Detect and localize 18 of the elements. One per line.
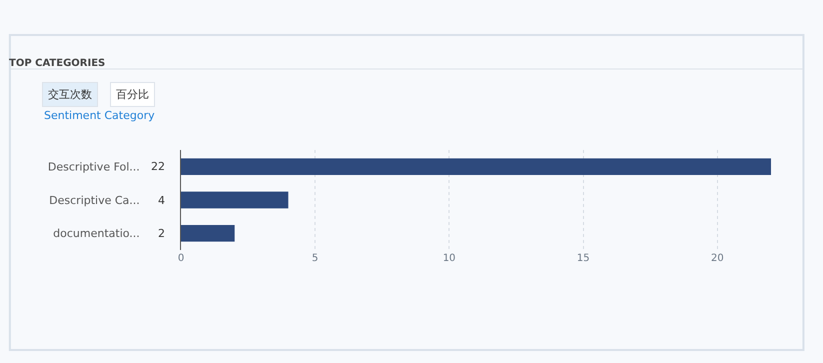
text: TOP CATEGORIES — [9, 58, 106, 69]
data-label: 2 — [158, 227, 165, 240]
x-tick-label: 20 — [710, 253, 724, 264]
x-tick-label: 15 — [576, 253, 590, 264]
text: 百分比 — [116, 88, 149, 101]
chart-subtitle: Sentiment Category — [44, 109, 156, 122]
bar — [181, 158, 771, 175]
y-tick-label: Descriptive Fol... — [48, 160, 140, 174]
y-tick-label: Descriptive Ca... — [49, 194, 140, 207]
x-tick-label: 10 — [442, 253, 456, 264]
x-tick-label: 0 — [178, 253, 184, 264]
bar — [181, 225, 235, 242]
data-label: 22 — [151, 160, 165, 173]
bar — [181, 192, 288, 208]
data-label: 4 — [158, 194, 165, 207]
y-tick-label: documentatio... — [53, 227, 140, 240]
x-tick-label: 5 — [312, 253, 318, 264]
text: 交互次数 — [48, 88, 92, 101]
